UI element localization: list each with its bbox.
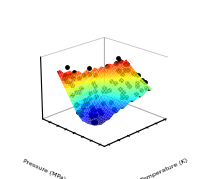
X-axis label: Temperature (K): Temperature (K) [140,157,189,179]
Y-axis label: Pressure (MPa): Pressure (MPa) [22,158,67,179]
